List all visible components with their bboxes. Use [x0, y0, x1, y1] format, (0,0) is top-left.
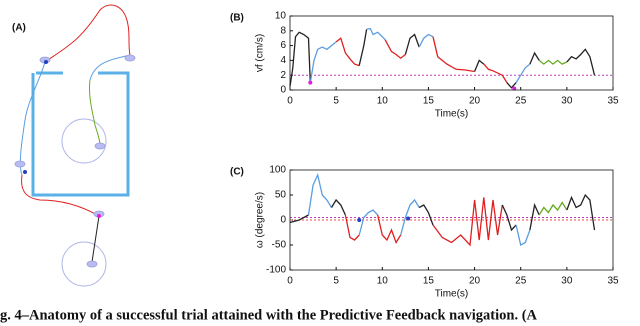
line-segment [538, 201, 568, 216]
start-zone [61, 241, 107, 287]
marker [308, 80, 313, 85]
y-axis-label: vf (cm/s) [255, 34, 266, 72]
y-tick-label: 50 [275, 190, 287, 201]
path-segment [89, 54, 131, 81]
y-tick-label: 0 [280, 215, 286, 226]
x-axis-label: Time(s) [435, 289, 469, 300]
x-tick-label: 0 [287, 96, 293, 107]
line-segment [566, 48, 596, 76]
x-tick-label: 25 [515, 96, 527, 107]
x-tick-label: 20 [469, 96, 481, 107]
line-segment [404, 33, 420, 55]
caption: g. 4–Anatomy of a successful trial attai… [0, 307, 538, 323]
y-tick-label: -100 [266, 265, 286, 276]
x-tick-label: 35 [607, 96, 619, 107]
line-segment [538, 59, 568, 65]
line-segment [501, 204, 517, 232]
event-dot [23, 170, 27, 174]
panel-label: (A) [12, 23, 26, 34]
y-tick-label: 6 [280, 40, 286, 51]
line-segment [344, 214, 360, 241]
panel-label: (C) [230, 167, 244, 178]
line-segment [366, 27, 386, 41]
x-tick-label: 15 [423, 276, 435, 287]
path-segment [91, 215, 100, 263]
line-segment [529, 51, 540, 65]
line-segment [515, 63, 531, 83]
line-segment [566, 193, 596, 231]
x-tick-label: 15 [423, 96, 435, 107]
line-segment [358, 29, 368, 66]
line-segment [289, 214, 309, 224]
trajectory-diagram: (A) [12, 4, 136, 287]
x-tick-label: 10 [377, 96, 389, 107]
line-segment [432, 197, 503, 247]
target-zone [61, 118, 107, 164]
line-segment [377, 214, 402, 244]
y-tick-label: 2 [280, 70, 286, 81]
y-tick-label: 10 [275, 11, 287, 22]
line-segment [309, 41, 337, 83]
event-dot [97, 214, 101, 218]
event-dot [44, 60, 48, 64]
x-tick-label: 0 [287, 276, 293, 287]
y-tick-label: 0 [280, 85, 286, 96]
line-segment [400, 198, 420, 236]
y-tick-label: 8 [280, 25, 286, 36]
line-segment [307, 172, 333, 216]
x-tick-label: 5 [333, 276, 339, 287]
line-segment [418, 33, 434, 48]
path-segment [89, 79, 101, 146]
x-tick-label: 25 [515, 276, 527, 287]
x-tick-label: 20 [469, 276, 481, 287]
arena-wall [31, 71, 130, 197]
x-axis-label: Time(s) [435, 109, 469, 120]
x-tick-label: 35 [607, 276, 619, 287]
marker [406, 216, 411, 221]
y-tick-label: 100 [269, 165, 286, 176]
x-tick-label: 5 [333, 96, 339, 107]
line-segment [358, 209, 379, 236]
y-axis-label: ω (degree/s) [255, 192, 266, 248]
path-segment [21, 174, 100, 217]
y-tick-label: -50 [272, 240, 287, 251]
y-tick-label: 4 [280, 55, 286, 66]
line-segment [483, 63, 508, 83]
path-segment [44, 4, 131, 63]
plot-frame [289, 169, 614, 271]
line-segment [289, 31, 311, 87]
line-segment [506, 82, 517, 89]
line-segment [418, 204, 434, 226]
line-segment [515, 224, 531, 246]
marker [357, 218, 362, 222]
x-tick-label: 10 [377, 276, 389, 287]
line-segment [432, 36, 475, 73]
marker [512, 86, 517, 91]
x-tick-label: 30 [561, 96, 573, 107]
line-segment [330, 198, 346, 216]
line-segment [384, 39, 406, 60]
plot-frame [289, 15, 614, 91]
panel-label: (B) [230, 13, 244, 24]
line-segment [335, 37, 360, 67]
line-segment [529, 202, 540, 231]
line-segment [473, 59, 485, 72]
x-tick-label: 30 [561, 276, 573, 287]
